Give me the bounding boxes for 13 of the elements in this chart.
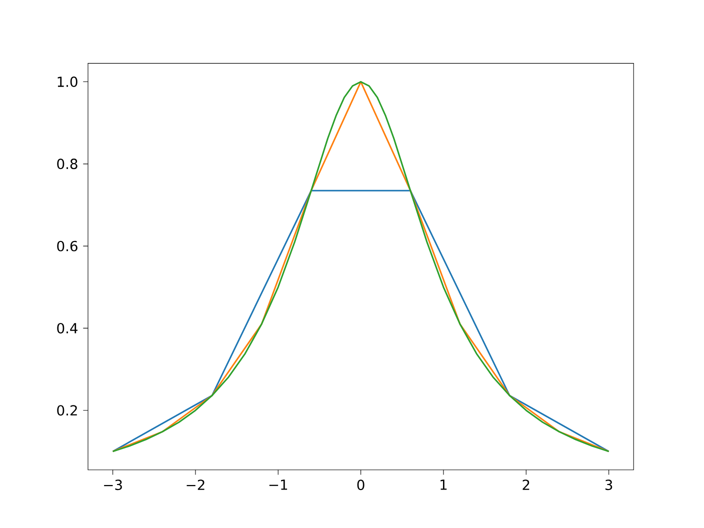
x-tick-label: −3 [104,480,122,490]
x-tick-label: 1 [440,480,447,490]
x-tick-label: 3 [605,480,612,490]
x-tick-label: −2 [186,480,204,490]
x-tick-label: 2 [522,480,530,490]
line-series [112,81,610,452]
y-tick-label: 0.4 [57,322,78,334]
y-tick-label: 0.2 [57,405,77,416]
y-tick-label: 0.6 [57,240,78,252]
x-tick-label: −1 [269,480,288,490]
y-tick-label: 1.0 [58,76,78,88]
x-tick-label: 0 [357,480,364,490]
y-tick-label: 0.8 [57,158,78,170]
